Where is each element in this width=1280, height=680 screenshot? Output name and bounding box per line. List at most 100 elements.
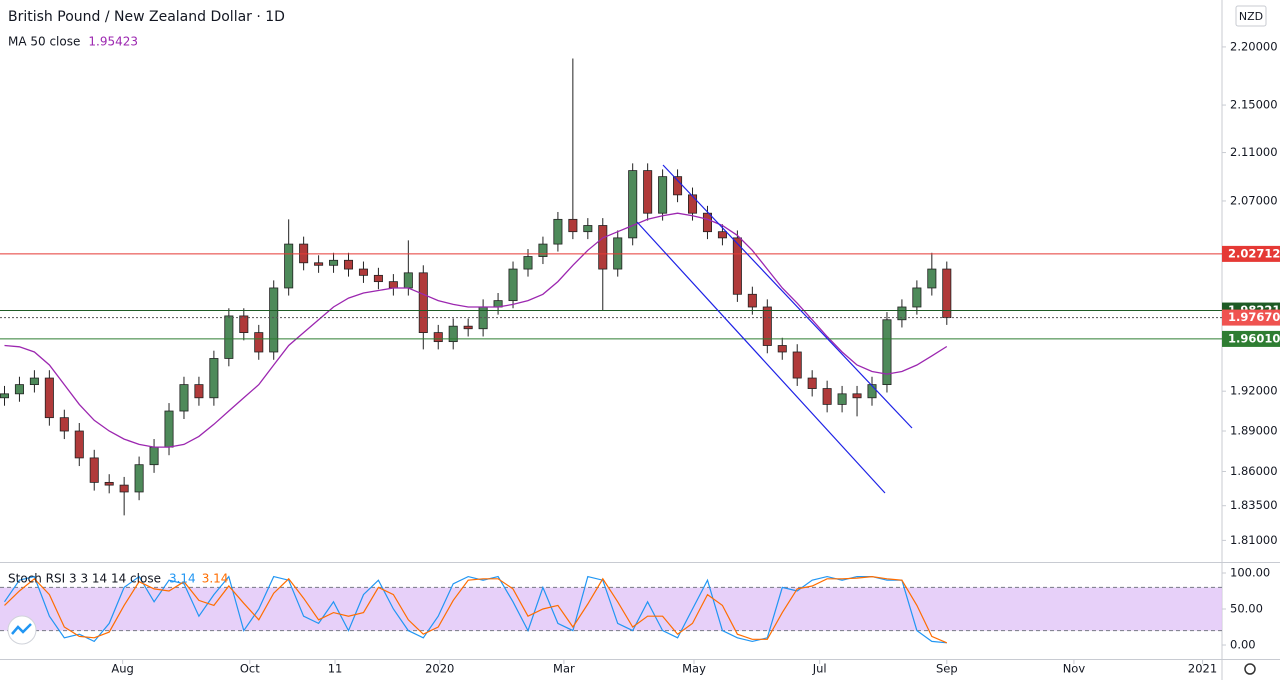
- candle-body: [358, 268, 368, 276]
- x-tick-label: 11: [328, 662, 343, 676]
- price-label: 1.97670: [1228, 310, 1280, 324]
- candle-body: [762, 306, 772, 346]
- candle-body: [343, 259, 354, 270]
- candle-body: [643, 170, 653, 214]
- band: [0, 587, 1222, 631]
- candle-body: [74, 430, 84, 459]
- candle-body: [792, 351, 802, 379]
- candle-body: [329, 259, 339, 266]
- candle-body: [538, 243, 548, 257]
- candle-body: [553, 218, 563, 245]
- y-tick-label: 2.07000: [1230, 193, 1278, 207]
- price-label-box: [1222, 245, 1280, 262]
- candle-body: [747, 293, 757, 308]
- candle-body: [269, 287, 279, 353]
- x-tick-label: May: [682, 662, 706, 676]
- y-tick-label: 1.81000: [1230, 533, 1278, 547]
- oscillator-line: [4, 575, 947, 644]
- candle-body: [732, 237, 742, 295]
- y-tick-label: 50.00: [1230, 602, 1263, 616]
- candle-body: [403, 272, 413, 289]
- x-tick-label: Nov: [1063, 662, 1086, 676]
- candle-body: [568, 218, 578, 233]
- candle-body: [388, 281, 398, 289]
- candle-body: [104, 481, 114, 486]
- logo-mark: [11, 623, 32, 635]
- x-tick-label: 2020: [425, 662, 454, 676]
- candle-body: [179, 384, 189, 412]
- candle-body: [942, 268, 952, 318]
- candle-body: [852, 393, 862, 399]
- currency: NZD: [1239, 10, 1263, 23]
- candle-body: [284, 243, 294, 289]
- x-tick-label: Jul: [812, 662, 827, 676]
- y-tick-label: 100.00: [1230, 566, 1270, 580]
- price-label: 2.02712: [1228, 246, 1280, 260]
- candle-body: [867, 384, 877, 399]
- x-tick-label: Aug: [111, 662, 133, 676]
- moving-average: [4, 212, 948, 448]
- candle-body: [912, 287, 922, 308]
- y-tick-label: 0.00: [1230, 638, 1256, 652]
- candle-body: [837, 393, 847, 405]
- y-tick-label: 1.83500: [1230, 498, 1278, 512]
- candle-body: [418, 272, 428, 334]
- candle-body: [628, 170, 638, 239]
- candle-body: [314, 262, 324, 266]
- ma-name: MA 50 close: [8, 35, 80, 49]
- x-tick-label: Oct: [240, 662, 260, 676]
- y-tick-label: 2.11000: [1230, 145, 1278, 159]
- candle-body: [897, 306, 907, 321]
- candle-body: [373, 274, 383, 283]
- price-label-box: [1222, 309, 1280, 326]
- candle-body: [14, 384, 24, 395]
- candle-body: [927, 268, 937, 289]
- candle-body: [777, 345, 787, 353]
- candle-body: [523, 256, 533, 270]
- stoch-k-value: 3.14: [169, 572, 196, 586]
- y-tick-label: 1.86000: [1230, 464, 1278, 478]
- candle-body: [194, 384, 204, 399]
- y-tick-label: 1.92000: [1230, 384, 1278, 398]
- channel-line: [662, 164, 913, 429]
- candle-body: [239, 315, 249, 334]
- candle-body: [0, 393, 10, 399]
- candle-body: [149, 446, 159, 466]
- candle-body: [209, 358, 219, 399]
- channel-line: [636, 221, 886, 494]
- candle-body: [433, 332, 443, 343]
- candle-body: [822, 388, 832, 405]
- candle-body: [688, 194, 698, 214]
- y-tick-label: 2.20000: [1230, 39, 1278, 53]
- candle-body: [598, 225, 608, 270]
- chart-title: British Pound / New Zealand Dollar · 1D: [8, 9, 285, 25]
- x-tick-label: Sep: [936, 662, 958, 676]
- candle-body: [702, 212, 712, 233]
- candle-body: [463, 325, 473, 330]
- x-tick-label: Mar: [553, 662, 575, 676]
- candle-body: [508, 268, 518, 302]
- candle-body: [59, 417, 69, 432]
- candle-body: [807, 377, 817, 389]
- currency-box[interactable]: [1235, 5, 1267, 27]
- plot-area: 2.200002.150002.110002.070001.980001.920…: [0, 39, 1278, 676]
- candle-body: [254, 332, 264, 353]
- candle-body: [717, 231, 727, 239]
- y-tick-label: 1.89000: [1230, 424, 1278, 438]
- candle-body: [119, 484, 129, 493]
- price-label-box: [1222, 330, 1280, 347]
- candle-body: [224, 315, 234, 359]
- settings-icon[interactable]: [1244, 663, 1256, 675]
- candle-body: [164, 410, 174, 448]
- candle-body: [29, 377, 39, 386]
- y-tick-label: 2.15000: [1230, 98, 1278, 112]
- candle-body: [44, 377, 54, 419]
- candle-body: [448, 325, 458, 343]
- oscillator-line: [4, 575, 948, 644]
- candle-body: [89, 457, 99, 483]
- candle-body: [882, 319, 892, 386]
- stoch-d-value: 3.14: [202, 572, 229, 586]
- ma-value: 1.95423: [88, 35, 138, 49]
